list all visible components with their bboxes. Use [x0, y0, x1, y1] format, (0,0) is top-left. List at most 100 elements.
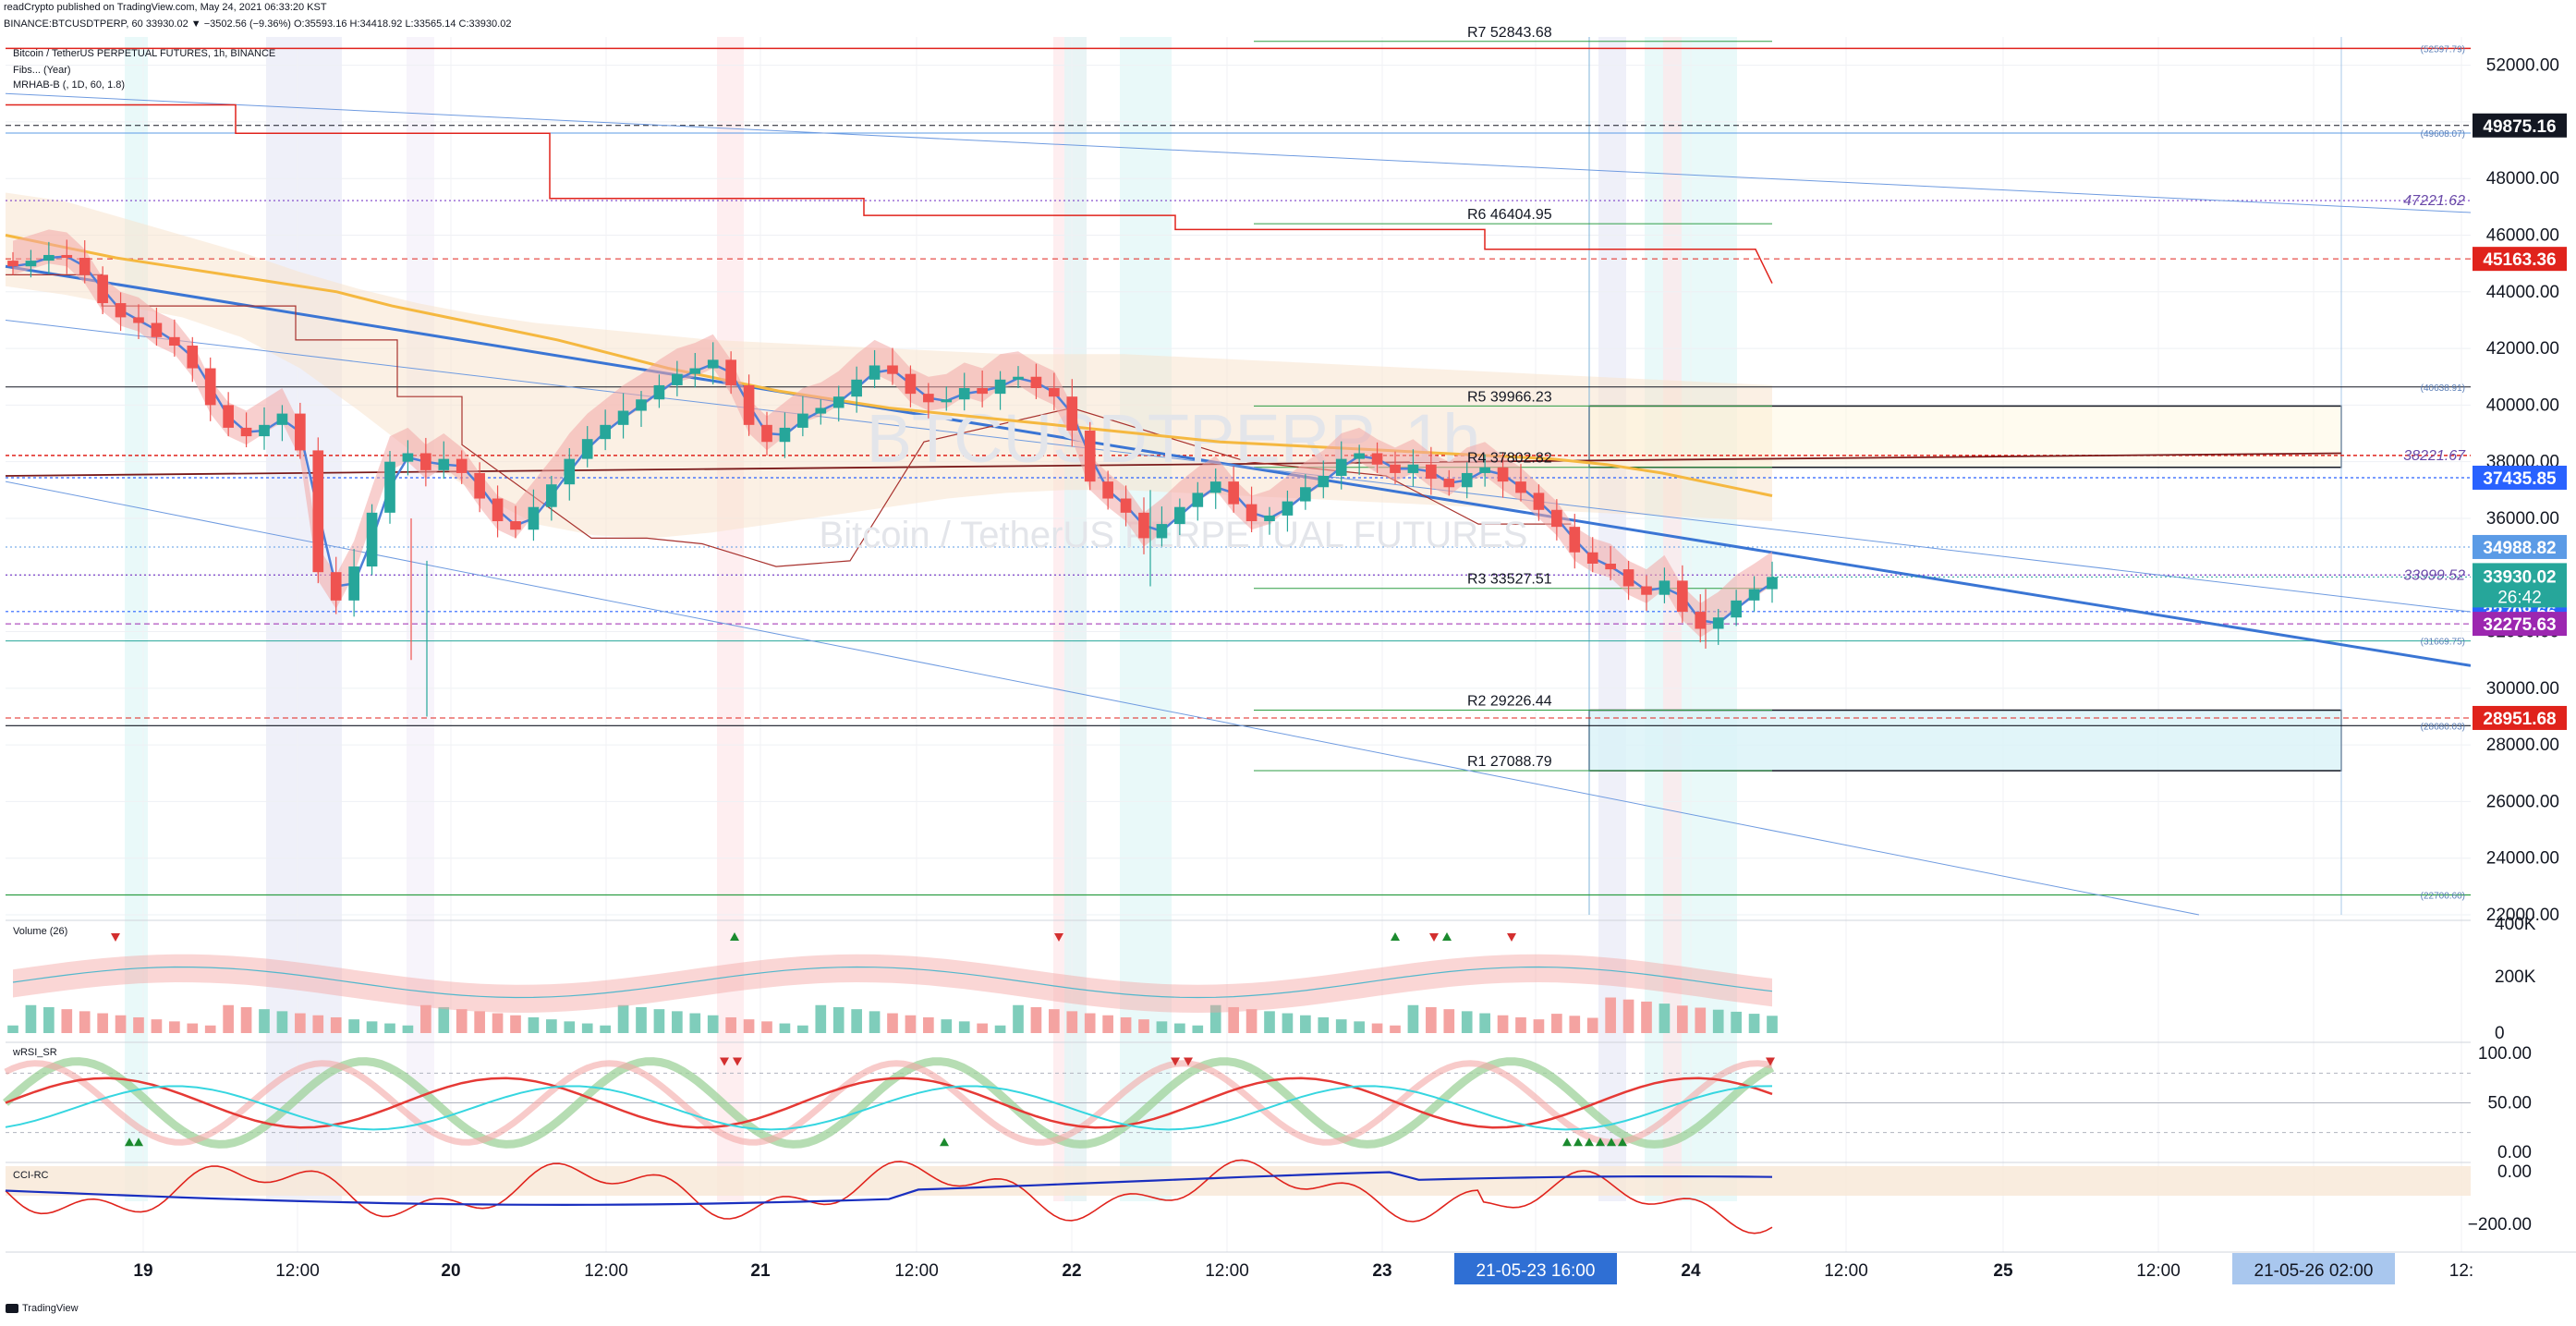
volume-bar: [923, 1016, 934, 1033]
volume-bar: [958, 1021, 970, 1033]
candle-body: [1156, 524, 1168, 539]
volume-bar: [1192, 1025, 1204, 1033]
time-tick-label: 12:00: [275, 1261, 320, 1281]
panel-label-wrsi[interactable]: wRSI_SR: [13, 1047, 57, 1058]
candle-body: [779, 427, 791, 443]
time-tick-label: 12:00: [2136, 1261, 2181, 1281]
volume-bar: [707, 1015, 719, 1033]
price-tick-label: 36000.00: [2486, 509, 2559, 529]
candle-body: [1282, 501, 1294, 516]
signal-down-arrow-icon: [1054, 933, 1063, 942]
volume-bar: [1013, 1004, 1024, 1033]
time-tick-label: 12:: [2449, 1261, 2473, 1281]
volume-bar: [312, 1015, 324, 1033]
volume-bar: [546, 1019, 557, 1033]
trend-lines[interactable]: [5, 92, 2472, 916]
candle-body: [1228, 481, 1239, 505]
candle-body: [1318, 476, 1330, 488]
rsi-down-arrow-icon: [720, 1057, 729, 1066]
candle-body: [43, 254, 55, 262]
volume-bar: [492, 1013, 504, 1033]
signal-up-arrow-icon: [1391, 932, 1400, 941]
support-box: [1588, 709, 2342, 772]
volume-tick-label: 200K: [2495, 967, 2536, 987]
volume-bar: [510, 1015, 521, 1033]
price-badge-bg: [2473, 465, 2567, 490]
volume-bar: [330, 1016, 342, 1033]
session-band: [1120, 37, 1172, 1201]
candle-body: [1138, 512, 1149, 539]
volume-bar: [1695, 1007, 1707, 1033]
time-axis[interactable]: 19 12:00 20 12:00 21 12:00 22 12:00 23 21-05-23 1…: [6, 1251, 2576, 1284]
candle-body: [887, 365, 898, 374]
pivot-zone-boxes[interactable]: [1588, 37, 2342, 915]
indicator-mrhab[interactable]: MRHAB-B (, 1D, 60, 1.8): [13, 79, 126, 91]
tradingview-brand[interactable]: TradingView: [6, 1303, 79, 1314]
time-tick-label: 25: [1993, 1261, 2013, 1281]
signal-up-arrow-icon: [1442, 932, 1452, 941]
volume-bar: [779, 1023, 791, 1033]
volume-bar: [1641, 1001, 1652, 1033]
candle-body: [312, 450, 324, 573]
volume-bar: [223, 1004, 234, 1033]
time-tick-label: 23: [1372, 1261, 1391, 1281]
volume-panel[interactable]: [6, 919, 2576, 1033]
volume-bar: [1102, 1015, 1113, 1033]
volume-bar: [600, 1025, 611, 1033]
volume-bar: [1569, 1016, 1581, 1033]
session-band: [266, 37, 342, 1201]
volume-cloud: [13, 954, 1772, 1013]
candle-body: [348, 566, 359, 601]
candle-body: [600, 424, 611, 440]
volume-bar: [1245, 1009, 1258, 1033]
cci-band: [6, 1166, 2471, 1196]
session-band: [1064, 37, 1087, 1201]
candle-body: [1497, 467, 1509, 482]
candle-body: [1767, 577, 1778, 590]
upper-line: [5, 92, 2472, 213]
time-tick-label: 20: [441, 1261, 460, 1281]
price-badge-bg: [2473, 247, 2567, 272]
candle-body: [1192, 493, 1204, 507]
time-tick-label: 21-05-23 16:00: [1476, 1261, 1596, 1281]
volume-bar: [994, 1025, 1006, 1033]
candle-body: [456, 458, 468, 473]
candle-body: [1659, 580, 1671, 595]
rsi-wave-band: [2, 1057, 1775, 1149]
wrsi-panel[interactable]: [2, 1041, 2576, 1149]
candle-body: [797, 413, 808, 428]
volume-bar: [851, 1009, 862, 1033]
volume-bar: [115, 1015, 127, 1033]
indicator-fibs[interactable]: Fibs... (Year): [13, 65, 71, 76]
candle-body: [1084, 430, 1096, 482]
candle-body: [204, 368, 216, 406]
candle-body: [1264, 515, 1275, 522]
rsi-cyan-line: [5, 1085, 1773, 1131]
volume-bar: [1461, 1011, 1473, 1033]
countdown-label: 26:42: [2497, 588, 2542, 607]
volume-bar: [761, 1021, 772, 1033]
panel-label-volume[interactable]: Volume (26): [13, 926, 68, 937]
cci-panel[interactable]: [5, 1159, 2576, 1235]
volume-bar: [1731, 1011, 1742, 1033]
time-tick-label: 12:00: [1205, 1261, 1249, 1281]
panel-label-cci[interactable]: CCI-RC: [13, 1170, 49, 1181]
cci-tick-label: 0.00: [2497, 1162, 2532, 1182]
candle-body: [295, 413, 306, 451]
time-highlight-badge: [1454, 1253, 1617, 1284]
candle-body: [1461, 472, 1473, 488]
level-label: 38221.67: [2403, 448, 2466, 464]
last-price-badge-bg: [2473, 563, 2567, 608]
candlesticks[interactable]: [7, 239, 1778, 717]
pivot-label: R3 33527.51: [1467, 572, 1552, 588]
volume-bar: [941, 1019, 953, 1033]
volume-bar: [1605, 997, 1616, 1033]
candle-body: [366, 512, 378, 567]
candle-body: [474, 472, 485, 499]
volume-bar: [1407, 1004, 1419, 1033]
volume-bar: [528, 1016, 540, 1033]
candle-body: [1390, 464, 1401, 473]
volume-bar: [133, 1016, 144, 1033]
pivot-label: R7 52843.68: [1467, 25, 1552, 41]
